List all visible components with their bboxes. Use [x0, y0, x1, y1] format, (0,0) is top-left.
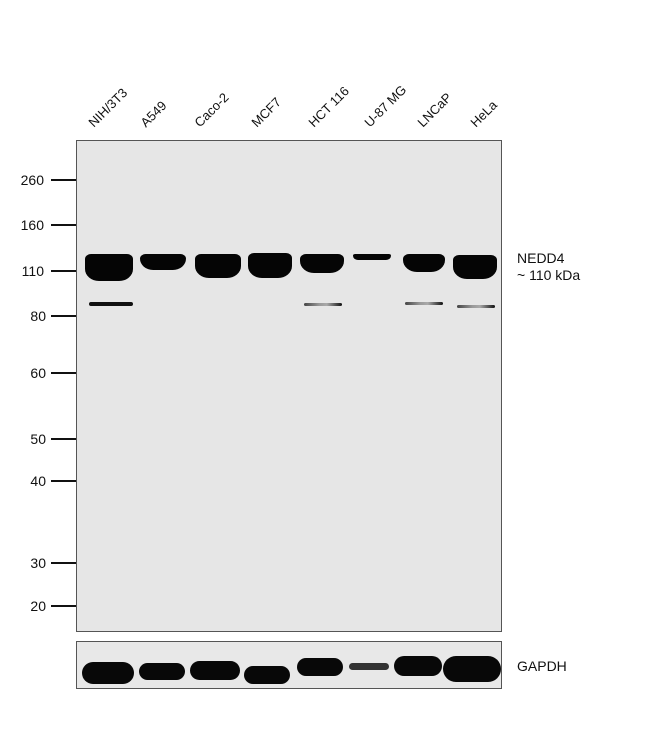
- gapdh-band: [139, 663, 185, 680]
- main-blot-membrane: [76, 140, 502, 632]
- gapdh-band: [244, 666, 290, 684]
- secondary-band: [304, 303, 342, 306]
- nedd4-band: [403, 254, 445, 272]
- marker-tick: [51, 438, 77, 440]
- target-size: ~ 110 kDa: [517, 267, 581, 283]
- lane-label: HCT 116: [305, 83, 352, 130]
- lane-label: LNCaP: [414, 89, 455, 130]
- nedd4-band: [300, 254, 344, 273]
- nedd4-band: [195, 254, 241, 278]
- nedd4-band: [353, 254, 391, 260]
- lane-label: Caco-2: [191, 89, 232, 130]
- marker-tick: [51, 224, 77, 226]
- secondary-band: [405, 302, 443, 305]
- marker-label: 50: [30, 431, 46, 447]
- marker-tick: [51, 562, 77, 564]
- nedd4-band: [140, 254, 186, 270]
- marker-tick: [51, 270, 77, 272]
- secondary-band: [457, 305, 495, 308]
- gapdh-band: [190, 661, 240, 680]
- loading-control-membrane: [76, 641, 502, 689]
- gapdh-band: [297, 658, 343, 676]
- marker-label: 30: [30, 555, 46, 571]
- marker-label: 20: [30, 598, 46, 614]
- marker-label: 80: [30, 308, 46, 324]
- lane-label: A549: [137, 97, 170, 130]
- nedd4-band: [85, 254, 133, 281]
- marker-label: 40: [30, 473, 46, 489]
- gapdh-band: [394, 656, 442, 676]
- lane-label: U-87 MG: [361, 82, 410, 130]
- marker-tick: [51, 605, 77, 607]
- marker-label: 160: [20, 217, 44, 233]
- marker-label: 260: [20, 172, 44, 188]
- marker-tick: [51, 372, 77, 374]
- lane-label: MCF7: [248, 94, 285, 130]
- marker-label: 110: [21, 263, 44, 279]
- target-name: NEDD4: [517, 250, 565, 266]
- marker-label: 60: [30, 365, 46, 381]
- lane-label: HeLa: [467, 97, 500, 130]
- nedd4-band: [248, 253, 292, 278]
- gapdh-band: [82, 662, 134, 684]
- target-label: NEDD4 ~ 110 kDa: [517, 250, 580, 284]
- marker-tick: [51, 480, 77, 482]
- lane-label: NIH/3T3: [85, 85, 131, 130]
- gapdh-band: [349, 663, 389, 670]
- marker-tick: [51, 315, 77, 317]
- gapdh-band: [443, 656, 501, 682]
- nedd4-band: [453, 255, 497, 279]
- marker-tick: [51, 179, 77, 181]
- loading-control-label: GAPDH: [517, 658, 567, 674]
- secondary-band: [89, 302, 133, 306]
